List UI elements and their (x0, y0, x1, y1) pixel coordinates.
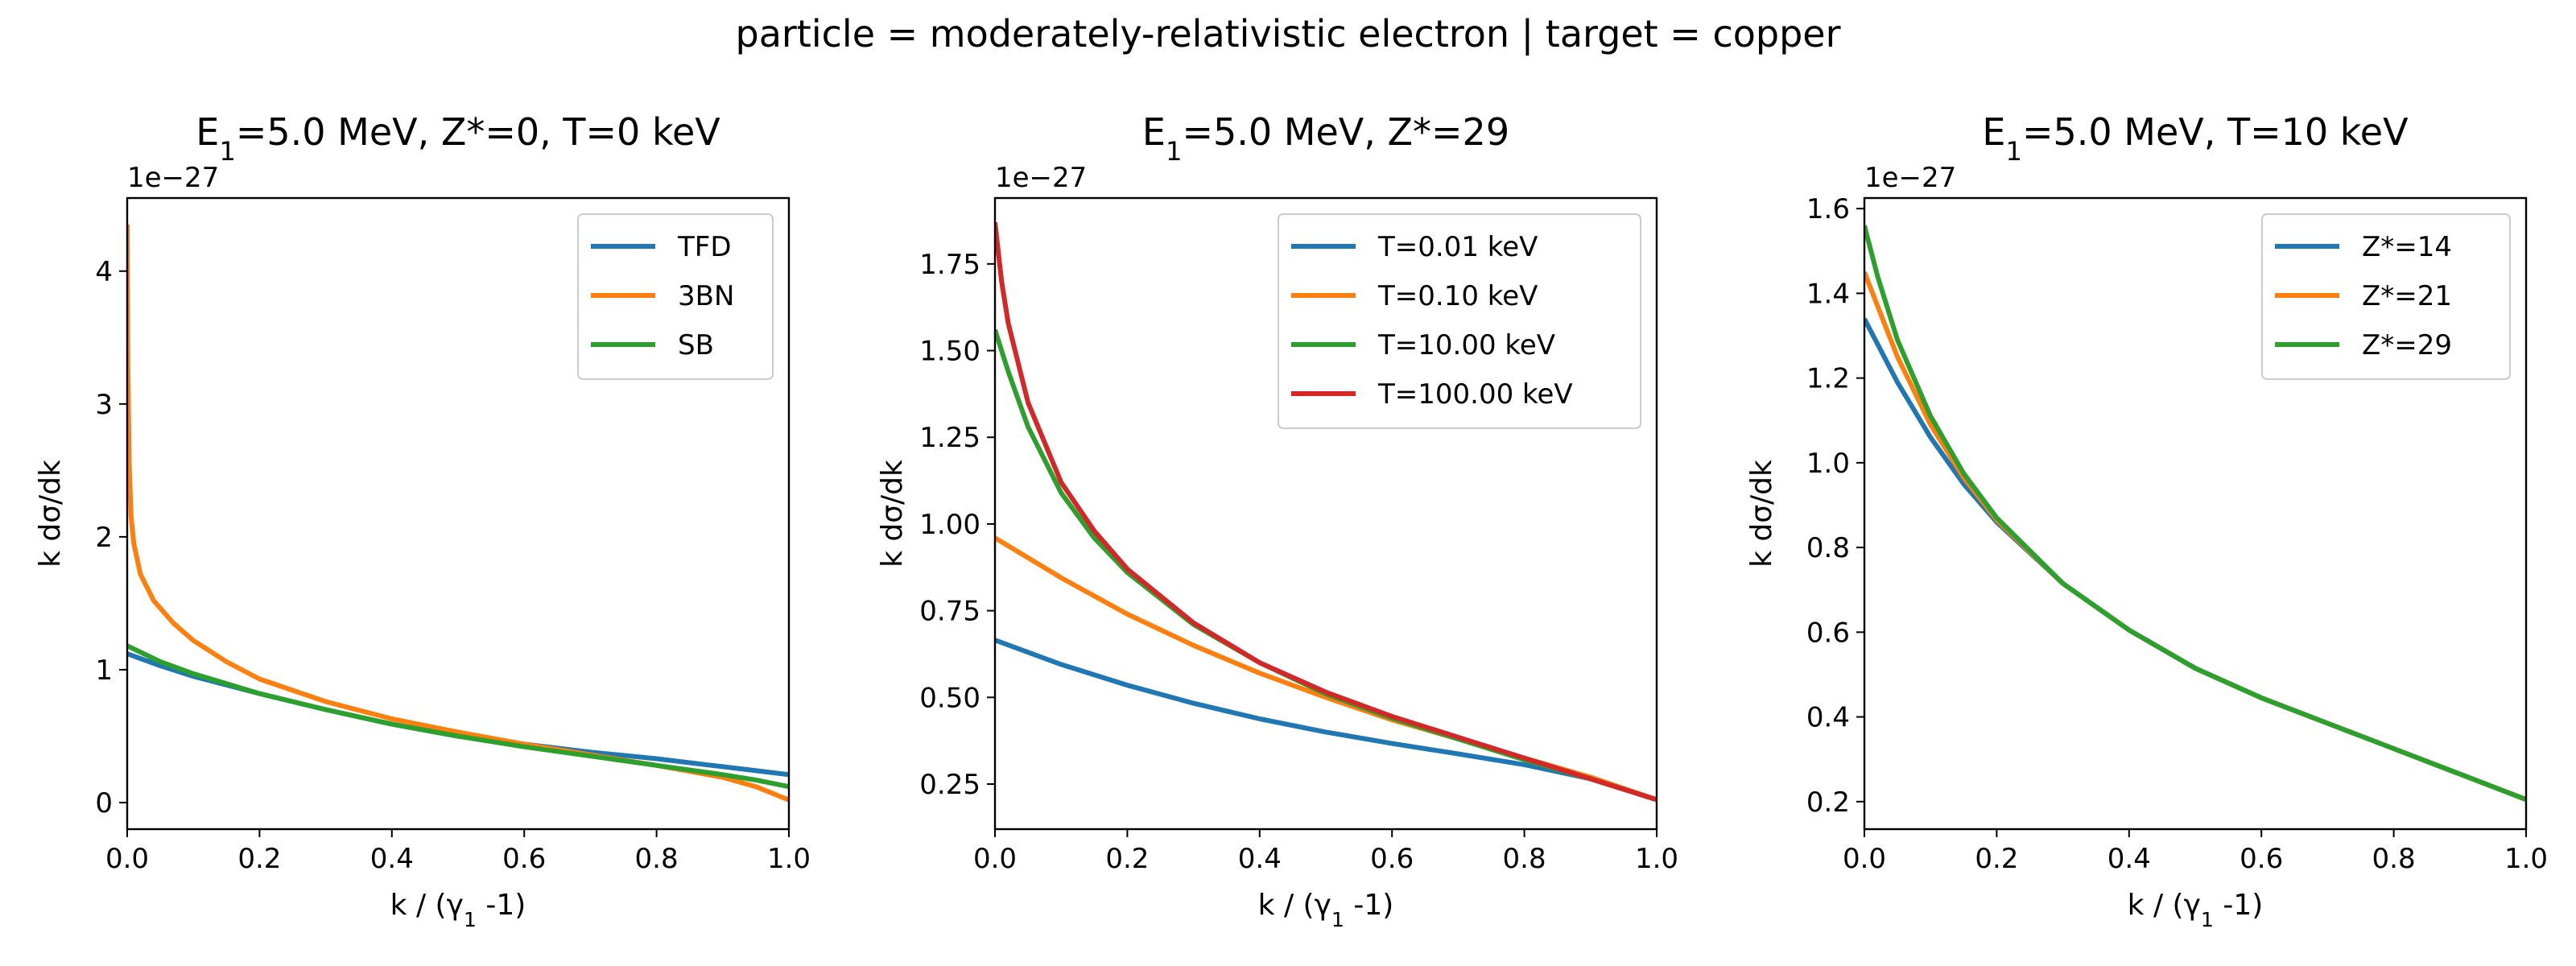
y-tick-label: 0.6 (1806, 617, 1850, 649)
subplot-3: 0.0 0.2 0.4 0.6 0.8 1.0 0.2 0.4 0.6 0.8 1.0 1.2 1.4 1… (1745, 110, 2548, 931)
x-tick-label: 0.4 (1238, 843, 1282, 875)
legend-label: 3BN (678, 280, 734, 312)
x-tick-label: 0.2 (237, 843, 281, 875)
x-tick-label: 1.0 (2504, 843, 2548, 875)
plot-area (1864, 225, 2526, 803)
legend-label: Z*=21 (2362, 280, 2452, 312)
y-tick-label: 1.00 (919, 509, 980, 541)
x-tick-label: 0.0 (105, 843, 149, 875)
y-tick-label: 1.2 (1806, 363, 1850, 395)
x-tick-label: 0.8 (2372, 843, 2416, 875)
y-axis-label: k dσ/dk (1745, 460, 1778, 568)
legend-label: Z*=14 (2362, 231, 2452, 263)
y-tick-label: 1.25 (919, 422, 980, 454)
legend: T=0.01 keV T=0.10 keV T=10.00 keV T=100.00 … (1278, 213, 1641, 429)
y-axis-label: k dσ/dk (876, 460, 909, 568)
plot-area (995, 221, 1657, 803)
legend-box (577, 213, 774, 380)
y-tick-label: 1.50 (919, 336, 980, 368)
y-tick-label: 1.0 (1806, 448, 1850, 480)
y-tick-label: 0 (95, 787, 113, 819)
y-tick-label: 0.75 (919, 596, 980, 628)
y-tick-label: 0.25 (919, 769, 980, 801)
legend-label: T=10.00 keV (1377, 329, 1555, 361)
series-line-z-29 (1864, 225, 2526, 803)
legend-label: T=0.01 keV (1377, 231, 1538, 263)
x-tick-label: 0.0 (1843, 843, 1886, 875)
y-tick-label: 0.2 (1806, 786, 1850, 819)
series-line-t-0-01-kev (995, 638, 1657, 803)
y-tick-label: 3 (95, 389, 113, 421)
x-tick-label: 1.0 (767, 843, 811, 875)
y-offset-text: 1e−27 (1864, 162, 1956, 194)
axes-frame (126, 196, 791, 831)
legend-box (2261, 213, 2511, 380)
axes-frame (993, 196, 1658, 831)
y-tick-label: 1.6 (1806, 193, 1850, 225)
series-line-sb (127, 643, 789, 790)
x-tick-label: 0.4 (370, 843, 414, 875)
y-tick-label: 1.4 (1806, 278, 1850, 310)
x-tick-label: 0.4 (2107, 843, 2151, 875)
figure-suptitle: particle = moderately-relativistic elect… (736, 12, 1841, 56)
legend-box (1278, 213, 1641, 429)
legend-label: Z*=29 (2362, 329, 2452, 361)
legend: Z*=14 Z*=21 Z*=29 (2261, 213, 2511, 380)
axes-frame (1863, 196, 2528, 831)
x-tick-label: 0.8 (1503, 843, 1546, 875)
y-offset-text: 1e−27 (995, 162, 1087, 194)
legend-label: T=0.10 keV (1377, 280, 1538, 312)
x-tick-label: 0.2 (1105, 843, 1149, 875)
y-tick-label: 0.4 (1806, 702, 1850, 734)
y-offset-text: 1e−27 (127, 162, 219, 194)
legend-label: T=100.00 keV (1377, 378, 1573, 411)
y-tick-label: 1 (95, 654, 113, 687)
y-tick-label: 0.8 (1806, 532, 1850, 564)
x-tick-label: 0.6 (502, 843, 546, 875)
y-tick-label: 2 (95, 522, 113, 554)
x-tick-label: 0.6 (1370, 843, 1414, 875)
x-tick-label: 0.6 (2240, 843, 2283, 875)
legend: TFD 3BN SB (577, 213, 774, 380)
plot-area (127, 224, 789, 803)
x-tick-label: 0.0 (973, 843, 1017, 875)
legend-label: TFD (677, 231, 732, 263)
y-tick-label: 0.50 (919, 682, 980, 714)
x-tick-label: 0.8 (635, 843, 679, 875)
x-tick-label: 1.0 (1635, 843, 1678, 875)
y-tick-label: 4 (95, 256, 113, 288)
y-tick-label: 1.75 (919, 249, 980, 281)
legend-label: SB (678, 329, 714, 361)
y-axis-label: k dσ/dk (34, 460, 67, 568)
series-line-t-100-00-kev (995, 221, 1657, 803)
x-tick-label: 0.2 (1975, 843, 2018, 875)
